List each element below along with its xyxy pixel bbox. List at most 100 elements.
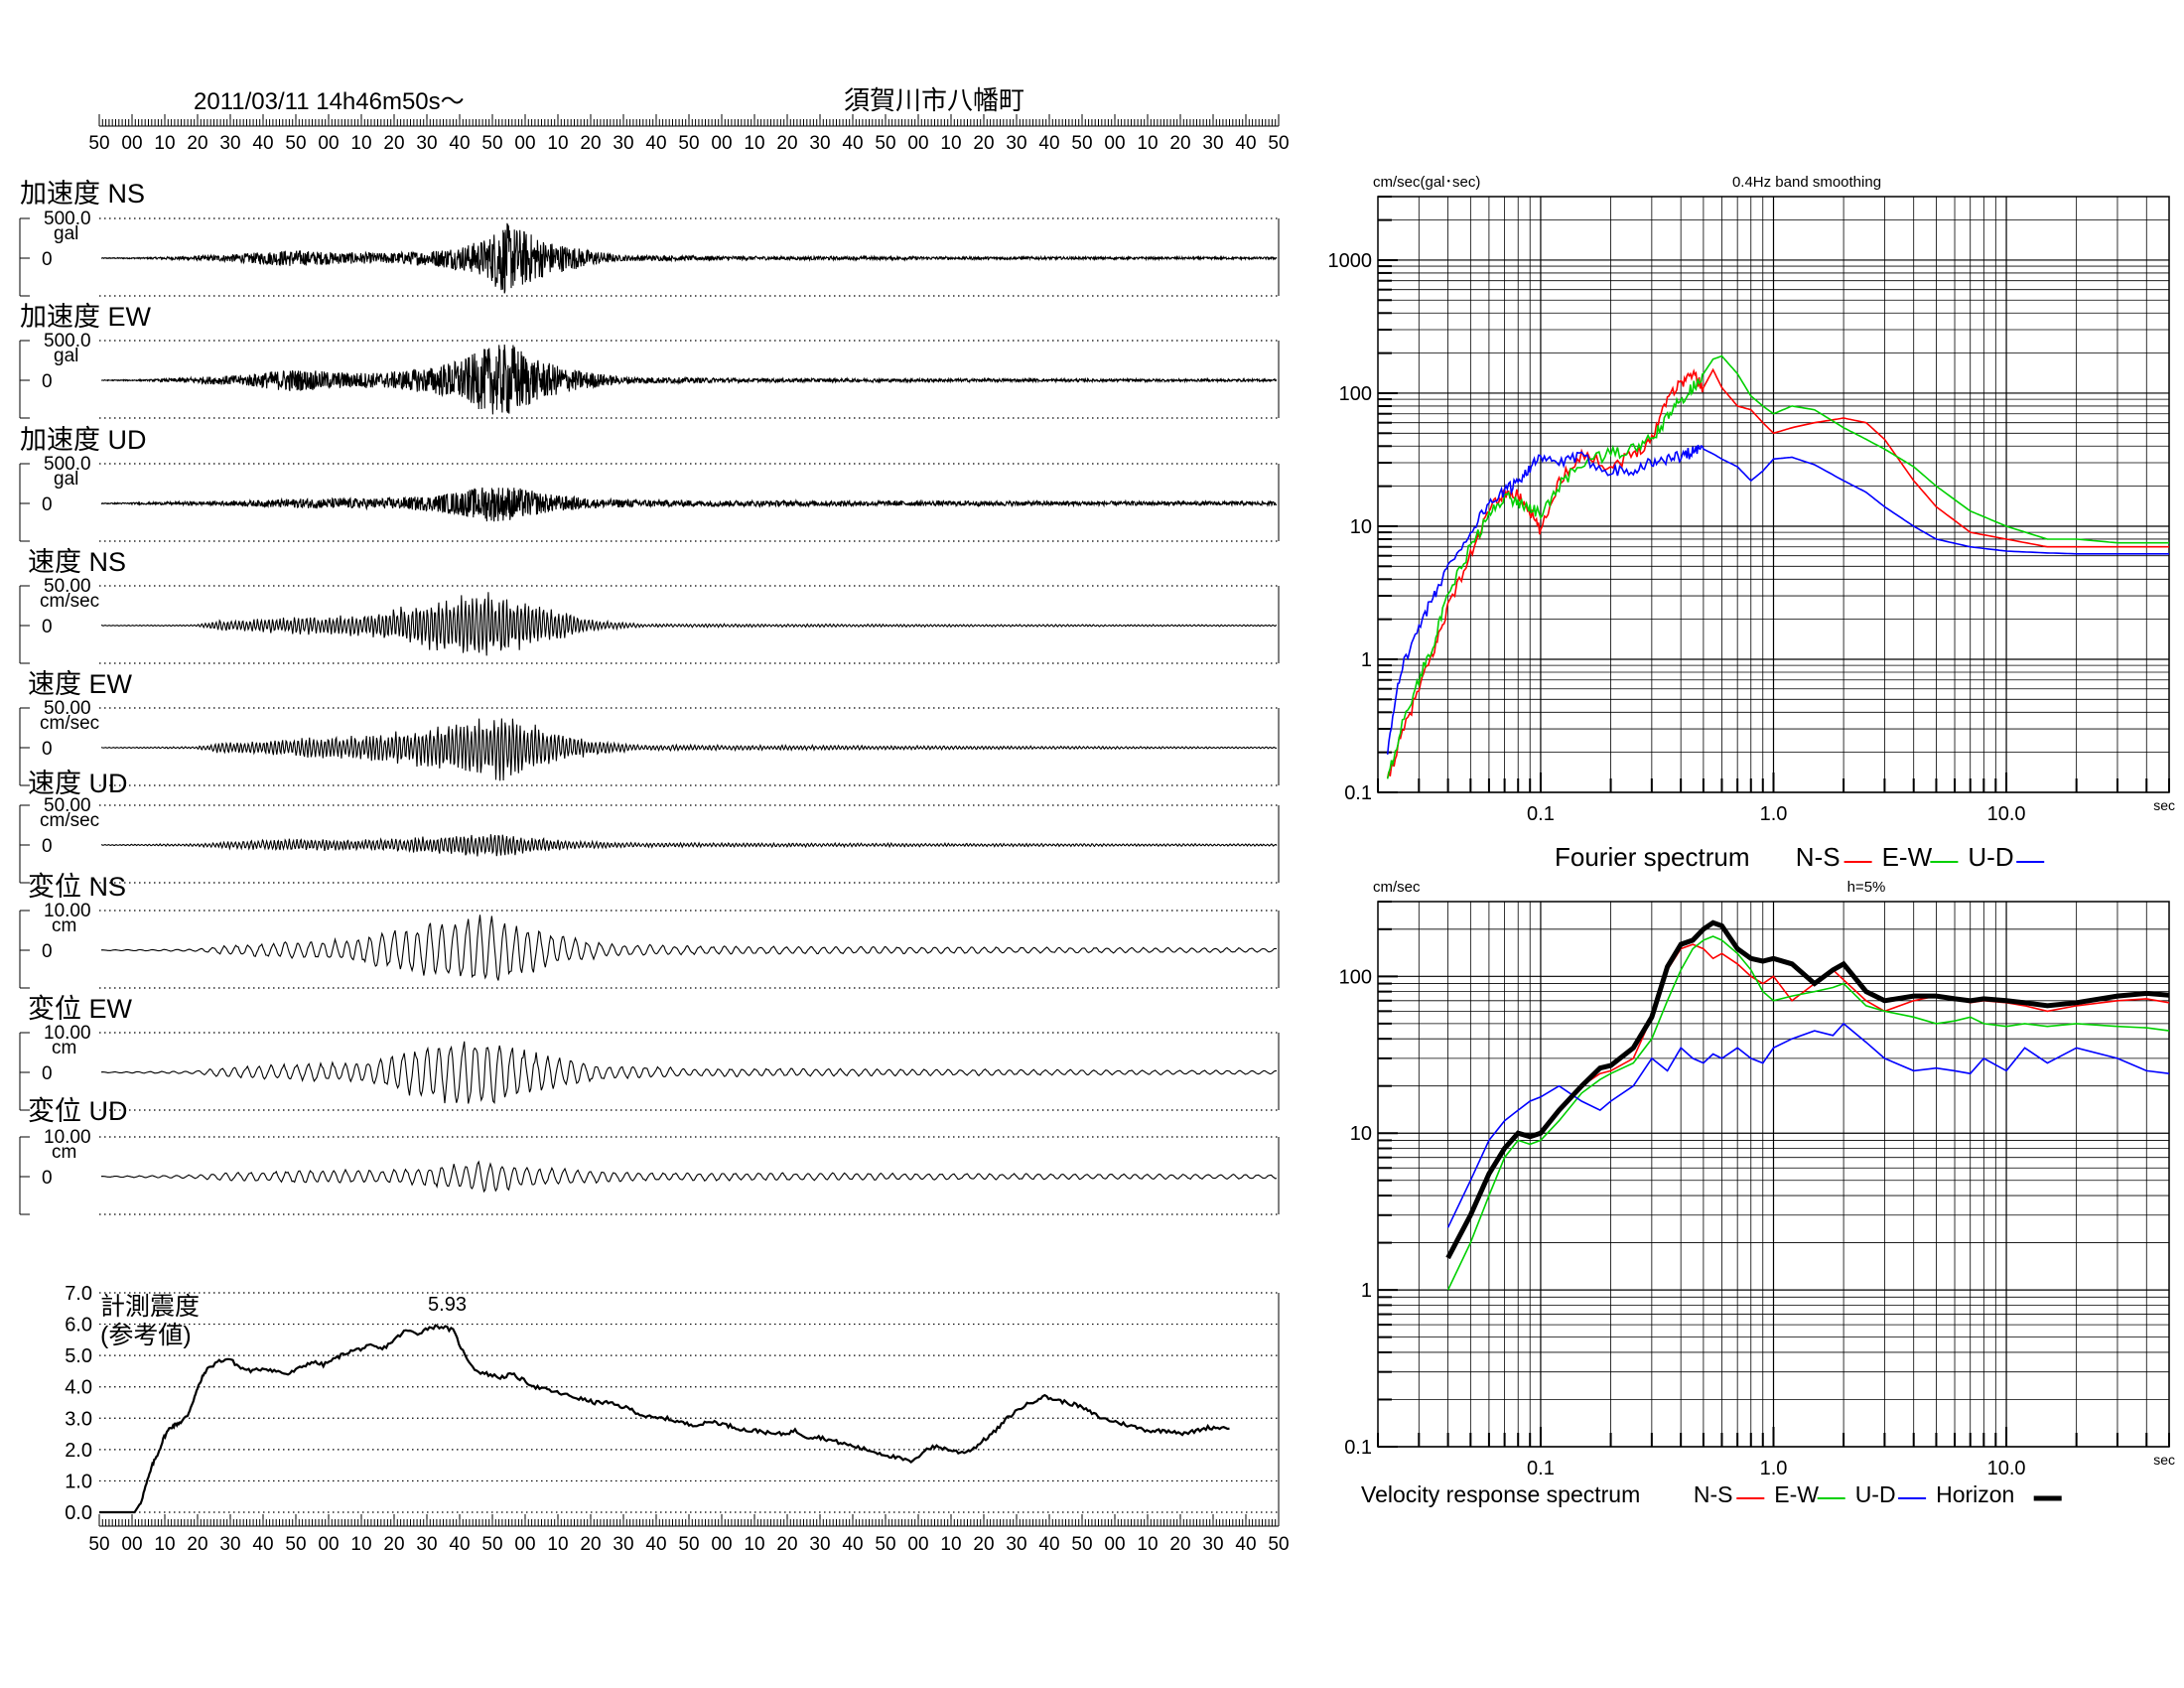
top-axis-tick-label: 40: [842, 133, 863, 154]
spectrum-x-tick-label: 0.1: [1527, 1458, 1555, 1479]
legend-entry-label: Horizon: [1936, 1481, 2014, 1507]
intensity-x-tick-label: 20: [973, 1534, 994, 1555]
channel-title: 速度 EW: [28, 669, 133, 699]
top-axis-tick-label: 20: [776, 133, 797, 154]
legend-entry-label: E-W: [1882, 842, 1933, 872]
spectrum-y-tick-label: 0.1: [1344, 782, 1372, 804]
spectrum-series-e-w: [1386, 354, 2169, 779]
waveform-trace: [100, 834, 1278, 857]
top-axis-tick-label: 20: [580, 133, 601, 154]
top-axis-tick-label: 10: [547, 133, 568, 154]
legend-entry-label: N-S: [1796, 842, 1841, 872]
intensity-x-tick-label: 00: [514, 1534, 535, 1555]
top-axis-tick-label: 30: [219, 133, 240, 154]
datetime-title: 2011/03/11 14h46m50s～: [194, 88, 465, 115]
intensity-x-tick-label: 50: [1071, 1534, 1092, 1555]
channel-zero-label: 0: [42, 1168, 53, 1189]
top-axis-tick-label: 10: [1137, 133, 1158, 154]
spectrum-y-tick-label: 10: [1350, 516, 1372, 538]
fourier-y-unit: cm/sec(gal･sec): [1373, 174, 1480, 191]
spectrum-series-u-d: [1386, 444, 2169, 755]
spectrum-x-tick-label: 10.0: [1987, 803, 2026, 825]
top-axis-tick-label: 10: [154, 133, 175, 154]
spectrum-x-tick-label: 10.0: [1987, 1458, 2026, 1479]
top-axis-tick-label: 30: [1006, 133, 1026, 154]
legend-entry-label: U-D: [1968, 842, 2013, 872]
channel-title: 加速度 EW: [20, 302, 152, 332]
channel-max-label: 50.00: [44, 698, 91, 719]
waveform-trace: [100, 487, 1278, 522]
spectrum-y-tick-label: 1: [1361, 1280, 1372, 1302]
channel-title: 変位 UD: [28, 1096, 128, 1126]
top-axis-tick-label: 20: [383, 133, 404, 154]
intensity-y-tick-label: 2.0: [65, 1440, 92, 1462]
station-title: 須賀川市八幡町: [844, 85, 1024, 115]
spectrum-y-tick-label: 0.1: [1344, 1437, 1372, 1459]
spectrum-series-e-w: [1446, 935, 2170, 1291]
waveform-trace: [101, 592, 1278, 656]
spectrum-y-tick-label: 1000: [1328, 250, 1373, 272]
channel-max-label: 50.00: [44, 795, 91, 816]
channel-max-label: 500.0: [44, 209, 91, 229]
intensity-x-tick-label: 50: [285, 1534, 306, 1555]
intensity-x-tick-label: 20: [776, 1534, 797, 1555]
channel-zero-label: 0: [42, 836, 53, 857]
waveform-trace: [100, 222, 1278, 294]
spectrum-x-tick-label: 0.1: [1527, 803, 1555, 825]
intensity-ylabel: 計測震度: [100, 1293, 200, 1321]
fourier-annotation: 0.4Hz band smoothing: [1732, 174, 1881, 191]
top-axis-tick-label: 40: [1038, 133, 1059, 154]
channel-max-label: 10.00: [44, 901, 91, 921]
intensity-x-tick-label: 30: [1006, 1534, 1026, 1555]
intensity-x-tick-label: 40: [842, 1534, 863, 1555]
intensity-x-tick-label: 50: [481, 1534, 502, 1555]
intensity-x-tick-label: 00: [1104, 1534, 1125, 1555]
intensity-x-tick-label: 10: [744, 1534, 764, 1555]
top-axis-tick-label: 50: [285, 133, 306, 154]
channel-max-label: 10.00: [44, 1127, 91, 1148]
channel-zero-label: 0: [42, 249, 53, 270]
channel-unit-label: cm: [52, 915, 76, 936]
intensity-x-tick-label: 20: [1169, 1534, 1190, 1555]
channel-zero-label: 0: [42, 1063, 53, 1084]
intensity-x-tick-label: 30: [613, 1534, 633, 1555]
top-axis-tick-label: 30: [416, 133, 437, 154]
intensity-y-tick-label: 5.0: [65, 1345, 92, 1367]
channel-title: 加速度 NS: [20, 179, 145, 209]
channel-zero-label: 0: [42, 494, 53, 515]
channel-zero-label: 0: [42, 739, 53, 760]
top-axis-tick-label: 20: [973, 133, 994, 154]
intensity-x-tick-label: 40: [645, 1534, 666, 1555]
top-time-axis: 50 00 10 20 30 40 50 00 10 20 30 40 50 00 10 20 30 40 50 00…: [88, 114, 1290, 154]
channel-unit-label: gal: [54, 346, 78, 366]
waveform-trace: [100, 1041, 1278, 1105]
intensity-y-tick-label: 1.0: [65, 1471, 92, 1492]
spectrum-series-n-s: [1386, 367, 2169, 778]
channel-unit-label: gal: [54, 223, 78, 244]
spectrum-x-tick-label: 1.0: [1760, 803, 1788, 825]
spectrum-y-tick-label: 1: [1361, 649, 1372, 671]
intensity-x-tick-label: 00: [711, 1534, 732, 1555]
intensity-x-tick-label: 50: [875, 1534, 895, 1555]
channel-title: 変位 EW: [28, 994, 133, 1024]
top-axis-tick-label: 40: [645, 133, 666, 154]
channel-title: 速度 NS: [28, 547, 126, 577]
channel-unit-label: cm: [52, 1038, 76, 1058]
response-y-unit: cm/sec: [1373, 879, 1421, 896]
intensity-x-tick-label: 30: [809, 1534, 830, 1555]
top-axis-tick-label: 50: [481, 133, 502, 154]
spectrum-y-tick-label: 100: [1339, 966, 1372, 988]
intensity-x-tick-label: 00: [907, 1534, 928, 1555]
top-axis-tick-label: 30: [1202, 133, 1223, 154]
top-axis-tick-label: 40: [1235, 133, 1256, 154]
intensity-x-tick-label: 30: [1202, 1534, 1223, 1555]
channel-unit-label: cm/sec: [40, 810, 99, 831]
channel-zero-label: 0: [42, 941, 53, 962]
intensity-y-tick-label: 0.0: [65, 1502, 92, 1524]
spectrum-legend: Fourier spectrum N-S E-W U-D: [1555, 842, 2045, 872]
intensity-series-line: [99, 1324, 1230, 1514]
top-axis-tick-label: 40: [252, 133, 273, 154]
top-axis-tick-label: 50: [1071, 133, 1092, 154]
intensity-x-tick-label: 10: [547, 1534, 568, 1555]
